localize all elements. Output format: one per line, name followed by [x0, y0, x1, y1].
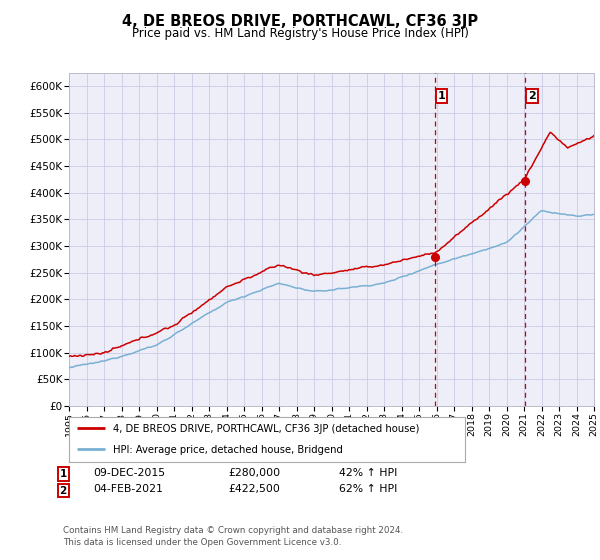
- Text: £422,500: £422,500: [228, 484, 280, 494]
- Text: £280,000: £280,000: [228, 468, 280, 478]
- Text: 42% ↑ HPI: 42% ↑ HPI: [339, 468, 397, 478]
- Text: 4, DE BREOS DRIVE, PORTHCAWL, CF36 3JP: 4, DE BREOS DRIVE, PORTHCAWL, CF36 3JP: [122, 14, 478, 29]
- Text: 1: 1: [59, 469, 67, 479]
- Text: 4, DE BREOS DRIVE, PORTHCAWL, CF36 3JP (detached house): 4, DE BREOS DRIVE, PORTHCAWL, CF36 3JP (…: [113, 424, 419, 434]
- Text: Price paid vs. HM Land Registry's House Price Index (HPI): Price paid vs. HM Land Registry's House …: [131, 27, 469, 40]
- Text: 62% ↑ HPI: 62% ↑ HPI: [339, 484, 397, 494]
- Text: 2: 2: [59, 486, 67, 496]
- Text: 04-FEB-2021: 04-FEB-2021: [93, 484, 163, 494]
- Text: 09-DEC-2015: 09-DEC-2015: [93, 468, 165, 478]
- Text: Contains HM Land Registry data © Crown copyright and database right 2024.
This d: Contains HM Land Registry data © Crown c…: [63, 526, 403, 547]
- Text: HPI: Average price, detached house, Bridgend: HPI: Average price, detached house, Brid…: [113, 445, 343, 455]
- Text: 1: 1: [438, 91, 445, 101]
- Text: 2: 2: [528, 91, 536, 101]
